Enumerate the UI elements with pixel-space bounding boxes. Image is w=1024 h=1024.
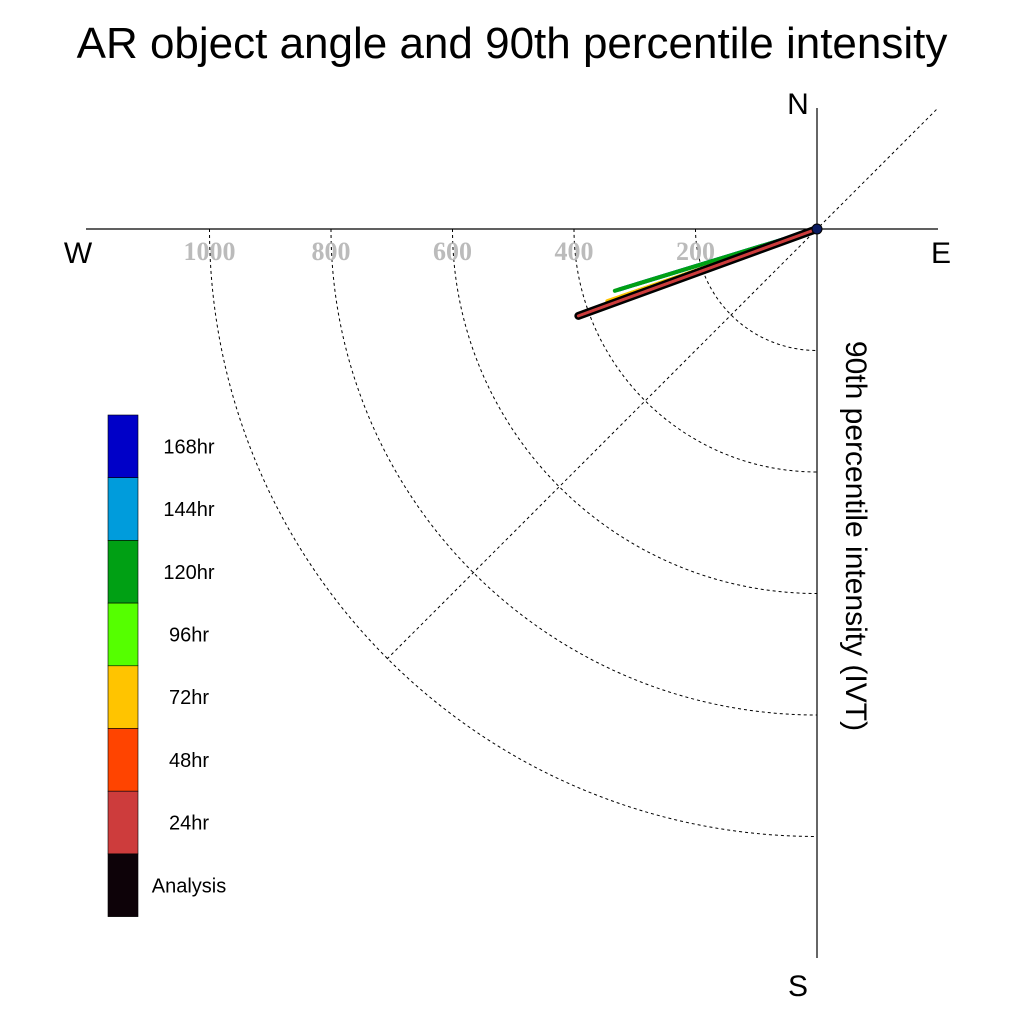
radial-tick-label: 800 — [312, 237, 351, 266]
legend-swatch-96hr — [107, 602, 139, 667]
legend-swatch-24hr — [107, 790, 139, 855]
legend-swatch-48hr — [107, 728, 139, 792]
grid-ring-400 — [573, 228, 818, 473]
compass-south: S — [788, 970, 808, 1003]
compass-west: W — [64, 237, 93, 270]
legend-label-144hr: 144hr — [163, 499, 214, 521]
origin-point — [811, 223, 823, 235]
legend-label-120hr: 120hr — [163, 562, 214, 584]
color-legend: 168hr 144hr 120hr 96hr 72hr 48hr 24hr Analysis — [107, 414, 226, 917]
diagonal-guide — [386, 108, 938, 660]
legend-swatch-120hr — [107, 540, 139, 604]
vector-core-analysis — [576, 227, 819, 318]
legend-swatch-72hr — [107, 665, 139, 729]
grid-ring-1000 — [209, 228, 818, 837]
grid-ring-600 — [452, 228, 818, 594]
legend-swatch-analysis — [107, 853, 139, 917]
radial-tick-label: 600 — [433, 237, 472, 266]
legend-swatch-168hr — [107, 414, 139, 479]
legend-label-24hr: 24hr — [169, 813, 209, 835]
polar-grid — [209, 108, 938, 837]
legend-label-96hr: 96hr — [169, 624, 209, 646]
radial-tick-label: 1000 — [184, 237, 236, 266]
legend-swatch-144hr — [107, 477, 139, 541]
legend-label-analysis: Analysis — [152, 875, 226, 897]
grid-ring-800 — [330, 228, 818, 716]
radial-tick-label: 400 — [555, 237, 594, 266]
grid-ring-200 — [695, 228, 818, 351]
legend-label-48hr: 48hr — [169, 750, 209, 772]
legend-label-168hr: 168hr — [163, 436, 214, 458]
vector-series — [574, 223, 823, 320]
legend-label-72hr: 72hr — [169, 687, 209, 709]
compass-north: N — [787, 88, 809, 121]
chart-title: AR object angle and 90th percentile inte… — [77, 19, 948, 68]
compass-east: E — [931, 237, 951, 270]
radial-axis-label: 90th percentile intensity (IVT) — [839, 341, 872, 731]
